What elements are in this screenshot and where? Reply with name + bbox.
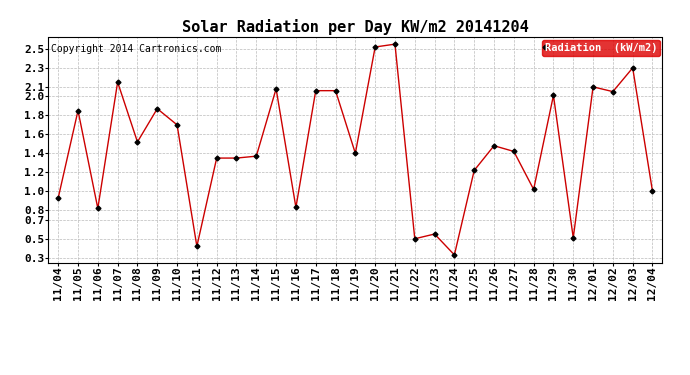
Radiation  (kW/m2) (371, 45, 380, 49)
Radiation  (kW/m2) (431, 232, 439, 236)
Radiation  (kW/m2) (391, 42, 399, 46)
Line: Radiation  (kW/m2): Radiation (kW/m2) (57, 42, 654, 256)
Title: Solar Radiation per Day KW/m2 20141204: Solar Radiation per Day KW/m2 20141204 (182, 19, 529, 35)
Radiation  (kW/m2) (113, 80, 121, 84)
Radiation  (kW/m2) (470, 168, 478, 172)
Radiation  (kW/m2) (629, 66, 637, 70)
Radiation  (kW/m2) (649, 189, 657, 194)
Radiation  (kW/m2) (589, 85, 598, 89)
Radiation  (kW/m2) (54, 196, 62, 200)
Radiation  (kW/m2) (252, 154, 260, 158)
Legend: Radiation  (kW/m2): Radiation (kW/m2) (542, 40, 660, 56)
Radiation  (kW/m2) (312, 88, 320, 93)
Radiation  (kW/m2) (213, 156, 221, 160)
Radiation  (kW/m2) (569, 236, 578, 240)
Text: Copyright 2014 Cartronics.com: Copyright 2014 Cartronics.com (51, 44, 221, 54)
Radiation  (kW/m2) (549, 93, 558, 98)
Radiation  (kW/m2) (351, 151, 359, 156)
Radiation  (kW/m2) (94, 206, 102, 211)
Radiation  (kW/m2) (133, 140, 141, 144)
Radiation  (kW/m2) (529, 187, 538, 192)
Radiation  (kW/m2) (292, 205, 300, 210)
Radiation  (kW/m2) (490, 144, 498, 148)
Radiation  (kW/m2) (272, 87, 280, 91)
Radiation  (kW/m2) (173, 123, 181, 127)
Radiation  (kW/m2) (331, 88, 339, 93)
Radiation  (kW/m2) (153, 106, 161, 111)
Radiation  (kW/m2) (411, 237, 419, 241)
Radiation  (kW/m2) (193, 244, 201, 249)
Radiation  (kW/m2) (233, 156, 241, 160)
Radiation  (kW/m2) (74, 108, 82, 113)
Radiation  (kW/m2) (510, 149, 518, 154)
Radiation  (kW/m2) (451, 253, 459, 257)
Radiation  (kW/m2) (609, 89, 617, 94)
